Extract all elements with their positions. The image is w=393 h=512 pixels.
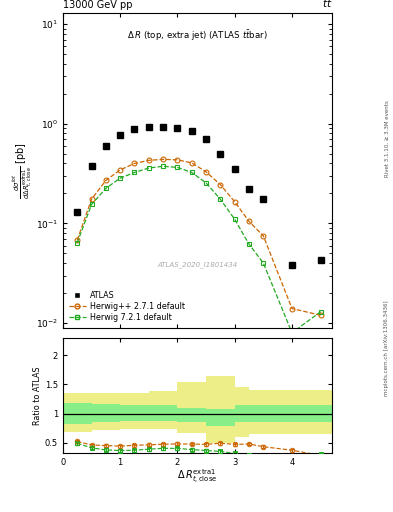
Y-axis label: $\frac{d\sigma^{tot}}{d\Delta R_{t,\,\rm close}^{\rm extra1}}$ [pb]: $\frac{d\sigma^{tot}}{d\Delta R_{t,\,\rm… bbox=[11, 142, 34, 199]
Text: Rivet 3.1.10, ≥ 3.3M events: Rivet 3.1.10, ≥ 3.3M events bbox=[384, 100, 389, 177]
Y-axis label: Ratio to ATLAS: Ratio to ATLAS bbox=[33, 366, 42, 425]
Text: ATLAS_2020_I1801434: ATLAS_2020_I1801434 bbox=[157, 261, 238, 268]
Text: 13000 GeV pp: 13000 GeV pp bbox=[63, 0, 132, 10]
Text: $\Delta\,R$ (top, extra jet) (ATLAS $t\bar{t}$bar): $\Delta\,R$ (top, extra jet) (ATLAS $t\b… bbox=[127, 29, 268, 44]
X-axis label: $\Delta\,R_{t,\rm close}^{\rm extra1}$: $\Delta\,R_{t,\rm close}^{\rm extra1}$ bbox=[177, 468, 218, 486]
Text: $t\bar{t}$: $t\bar{t}$ bbox=[321, 0, 332, 10]
Text: mcplots.cern.ch [arXiv:1306.3436]: mcplots.cern.ch [arXiv:1306.3436] bbox=[384, 301, 389, 396]
Legend: ATLAS, Herwig++ 2.7.1 default, Herwig 7.2.1 default: ATLAS, Herwig++ 2.7.1 default, Herwig 7.… bbox=[67, 289, 187, 324]
